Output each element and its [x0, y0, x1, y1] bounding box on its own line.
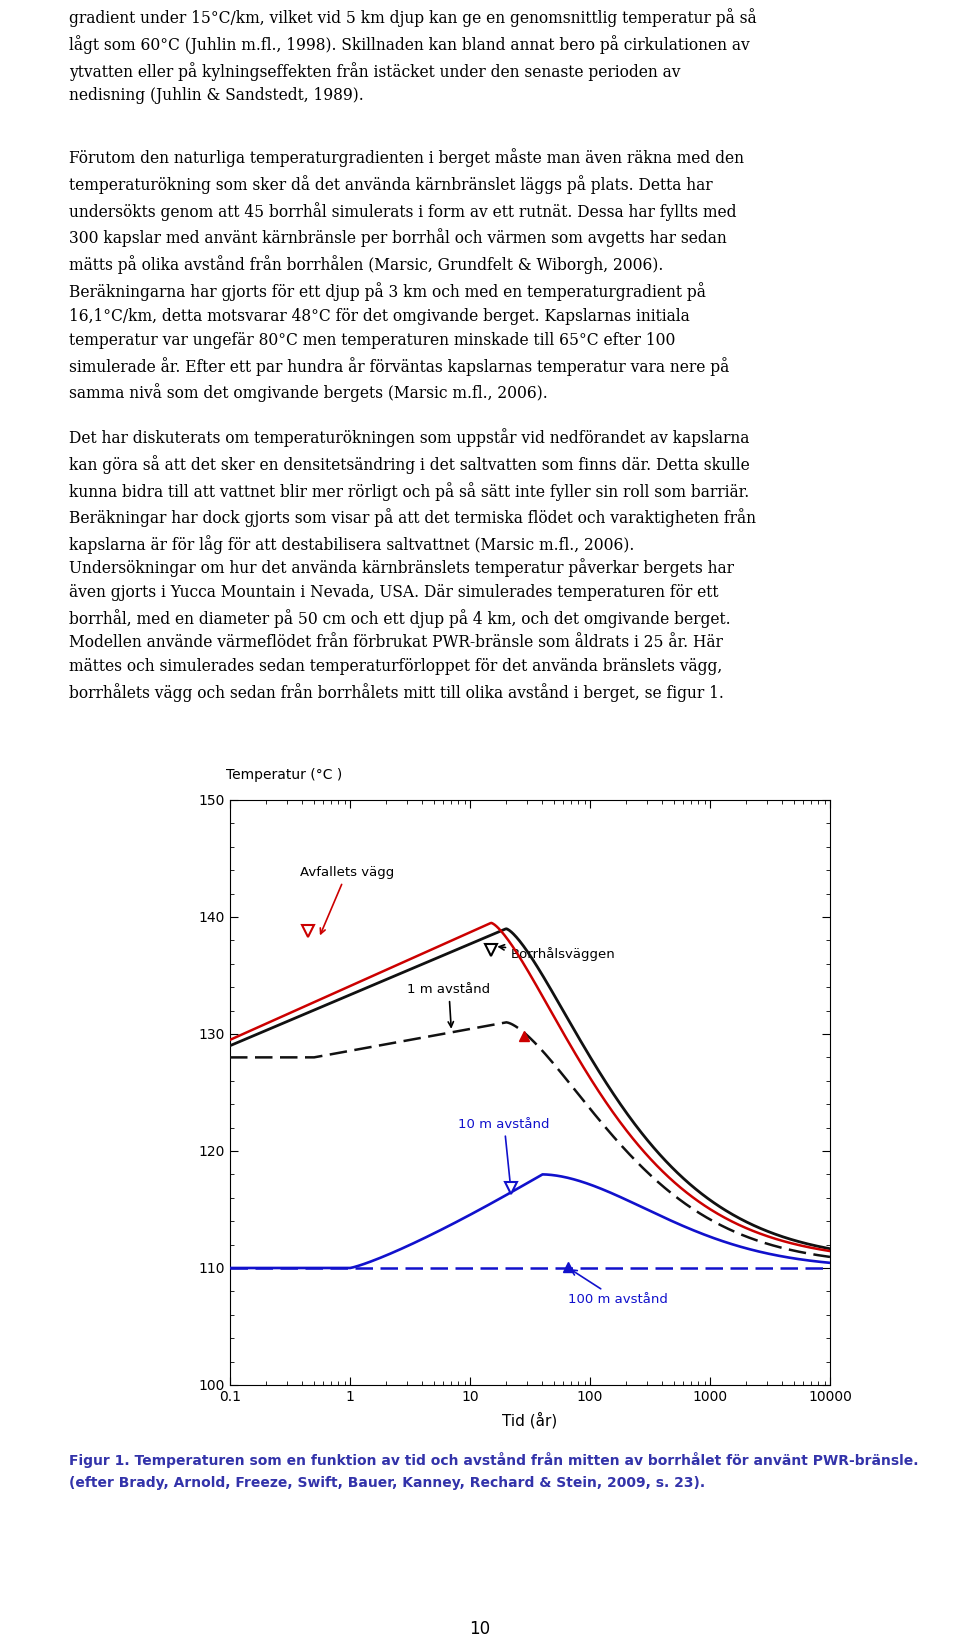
Text: Undersökningar om hur det använda kärnbränslets temperatur påverkar bergets har
: Undersökningar om hur det använda kärnbr…	[69, 558, 734, 703]
Text: Förutom den naturliga temperaturgradienten i berget måste man även räkna med den: Förutom den naturliga temperaturgradient…	[69, 148, 744, 403]
Text: Temperatur (°C ): Temperatur (°C )	[226, 767, 342, 782]
Text: gradient under 15°C/km, vilket vid 5 km djup kan ge en genomsnittlig temperatur : gradient under 15°C/km, vilket vid 5 km …	[69, 8, 756, 104]
Text: 1 m avstånd: 1 m avstånd	[407, 983, 491, 1026]
Text: Borrhålsväggen: Borrhålsväggen	[499, 945, 616, 960]
X-axis label: Tid (år): Tid (år)	[502, 1412, 558, 1429]
Text: 100 m avstånd: 100 m avstånd	[567, 1270, 667, 1307]
Text: Det har diskuterats om temperaturökningen som uppstår vid nedförandet av kapslar: Det har diskuterats om temperaturökninge…	[69, 427, 756, 554]
Text: 10 m avstånd: 10 m avstånd	[458, 1117, 550, 1188]
Text: (efter Brady, Arnold, Freeze, Swift, Bauer, Kanney, Rechard & Stein, 2009, s. 23: (efter Brady, Arnold, Freeze, Swift, Bau…	[69, 1477, 706, 1490]
Text: 10: 10	[469, 1620, 491, 1638]
Text: Avfallets vägg: Avfallets vägg	[300, 866, 394, 934]
Text: Figur 1. Temperaturen som en funktion av tid och avstånd från mitten av borrhåle: Figur 1. Temperaturen som en funktion av…	[69, 1452, 919, 1468]
